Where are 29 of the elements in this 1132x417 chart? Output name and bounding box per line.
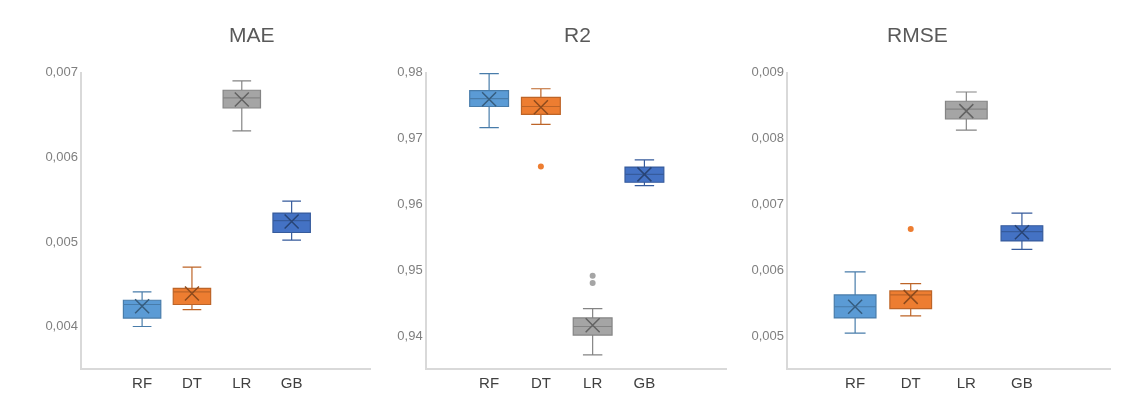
x-tick-label: RF [845,373,866,391]
x-tick-label: LR [956,373,977,391]
y-tick-label: 0,95 [397,261,423,277]
x-tick-label: LR [583,373,603,391]
y-tick-label: 0,96 [397,195,423,211]
x-tick-label: GB [1011,373,1033,391]
y-tick-label: 0,009 [751,64,785,80]
chart-title: MAE [229,23,275,46]
y-tick-label: 0,005 [45,233,78,249]
x-tick-label: DT [900,373,921,391]
chart-title: RMSE [887,23,948,46]
y-tick-label: 0,98 [397,64,423,80]
y-tick-label: 0,97 [397,130,423,146]
x-tick-label: GB [633,373,656,391]
chart-title: R2 [564,23,591,46]
y-tick-label: 0,006 [751,261,785,277]
y-tick-label: 0,006 [45,148,78,164]
x-tick-label: DT [530,373,551,391]
y-tick-label: 0,008 [751,130,785,146]
x-tick-label: DT [181,373,202,391]
x-tick-label: RF [479,373,500,391]
y-tick-label: 0,007 [45,64,78,80]
y-tick-label: 0,005 [751,327,785,343]
x-tick-label: GB [280,373,303,391]
y-tick-label: 0,004 [45,318,78,334]
x-tick-label: RF [132,373,153,391]
x-tick-label: LR [232,373,252,391]
y-tick-label: 0,94 [397,327,423,343]
y-tick-label: 0,007 [751,195,785,211]
